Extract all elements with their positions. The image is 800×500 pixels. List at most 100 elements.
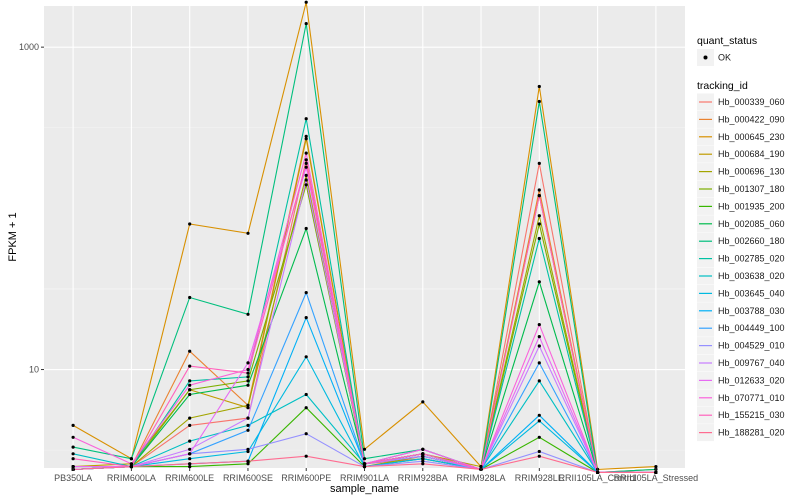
data-point <box>304 165 308 169</box>
data-point <box>362 457 367 461</box>
x-tick-label: RRII105LA_Stressed <box>614 473 699 483</box>
legend-label: Hb_000696_130 <box>718 167 785 177</box>
legend-label: Hb_012633_020 <box>718 375 785 385</box>
data-point <box>362 447 367 451</box>
data-point <box>71 445 75 449</box>
data-point <box>129 457 133 461</box>
data-point <box>71 452 75 456</box>
legend-label: Hb_004449_100 <box>718 323 785 333</box>
data-point <box>246 403 250 407</box>
data-point <box>188 349 192 353</box>
data-point <box>246 459 250 463</box>
data-point <box>246 462 250 466</box>
data-point <box>188 457 192 461</box>
legend-label: Hb_003638_020 <box>718 271 785 281</box>
legend-label: Hb_000339_060 <box>718 97 785 107</box>
data-point <box>537 84 541 89</box>
data-point <box>129 462 133 466</box>
data-point <box>304 355 308 359</box>
x-tick-label: RRIM600SE <box>223 473 273 483</box>
legend-label: Hb_002085_060 <box>718 219 785 229</box>
legend-label: Hb_001307_180 <box>718 184 785 194</box>
data-point <box>188 364 192 368</box>
x-tick-label: PB350LA <box>54 473 92 483</box>
data-point <box>304 183 308 187</box>
x-tick-label: RRII105LA_Control <box>559 473 637 483</box>
legend-title-quant-status: quant_status <box>697 35 757 47</box>
data-point <box>304 432 308 436</box>
x-tick-label: RRIM928LE <box>515 473 564 483</box>
data-point <box>654 470 658 474</box>
legend-label: Hb_004529_010 <box>718 341 785 351</box>
data-point <box>537 454 541 458</box>
data-point <box>246 379 250 383</box>
data-point <box>129 465 133 469</box>
x-tick-label: RRIM600LA <box>107 473 156 483</box>
data-point <box>537 214 541 218</box>
legend-label: Hb_070771_010 <box>718 393 785 403</box>
data-point <box>304 158 308 162</box>
data-point <box>188 222 192 226</box>
x-axis: PB350LA RRIM600LA RRIM600LE RRIM600SE RRIM60… <box>54 468 698 483</box>
data-point <box>537 379 541 383</box>
legend-title-tracking-id: tracking_id <box>697 80 748 92</box>
data-point <box>537 335 541 339</box>
data-point <box>188 379 192 383</box>
data-point <box>304 173 308 177</box>
data-point <box>188 295 192 300</box>
data-point <box>246 231 250 235</box>
data-point <box>188 439 192 443</box>
data-point <box>246 416 250 420</box>
data-point <box>246 375 250 379</box>
data-points <box>71 0 658 474</box>
data-point <box>246 447 250 451</box>
data-point <box>304 161 308 165</box>
data-point <box>188 465 192 469</box>
data-point <box>537 419 541 423</box>
legend-label: Hb_001935_200 <box>718 201 785 211</box>
data-point <box>246 383 250 387</box>
data-point <box>537 222 541 226</box>
data-point <box>246 428 250 432</box>
legend-label: Hb_000422_090 <box>718 114 785 124</box>
data-point <box>654 465 658 469</box>
data-point <box>421 454 425 458</box>
data-point <box>362 462 367 466</box>
data-point <box>537 413 541 417</box>
data-point <box>304 151 308 155</box>
data-point <box>304 406 308 410</box>
x-tick-label: RRIM901LA <box>340 473 389 483</box>
data-point <box>188 392 192 397</box>
legend-label: Hb_155215_030 <box>718 410 785 420</box>
y-tick-label: 10 <box>29 365 39 375</box>
data-point <box>304 0 308 4</box>
data-point <box>304 226 308 231</box>
data-point <box>421 447 425 451</box>
data-point <box>246 361 250 365</box>
data-point <box>421 452 425 456</box>
data-point <box>304 454 308 458</box>
legend-label: Hb_002660_180 <box>718 236 785 246</box>
x-tick-label: RRIM600LE <box>165 473 214 483</box>
legend-label: Hb_188281_020 <box>718 428 785 438</box>
legend: quant_status OK tracking_id Hb_000339_060 Hb… <box>697 35 785 442</box>
data-point <box>537 188 541 192</box>
data-point <box>537 449 541 454</box>
data-point <box>421 459 425 463</box>
data-point <box>304 134 308 138</box>
data-point <box>71 457 75 461</box>
data-point <box>246 371 250 375</box>
data-point <box>188 452 192 456</box>
data-point <box>188 383 192 387</box>
x-tick-label: RRIM928LA <box>457 473 506 483</box>
data-point <box>188 423 192 427</box>
data-point <box>71 465 75 469</box>
data-point <box>537 236 541 241</box>
data-point <box>537 344 541 348</box>
data-point <box>304 291 308 295</box>
data-point <box>537 194 541 198</box>
data-point <box>537 280 541 284</box>
data-point <box>246 406 250 410</box>
legend-label: Hb_002785_020 <box>718 254 785 264</box>
data-point <box>304 22 308 26</box>
